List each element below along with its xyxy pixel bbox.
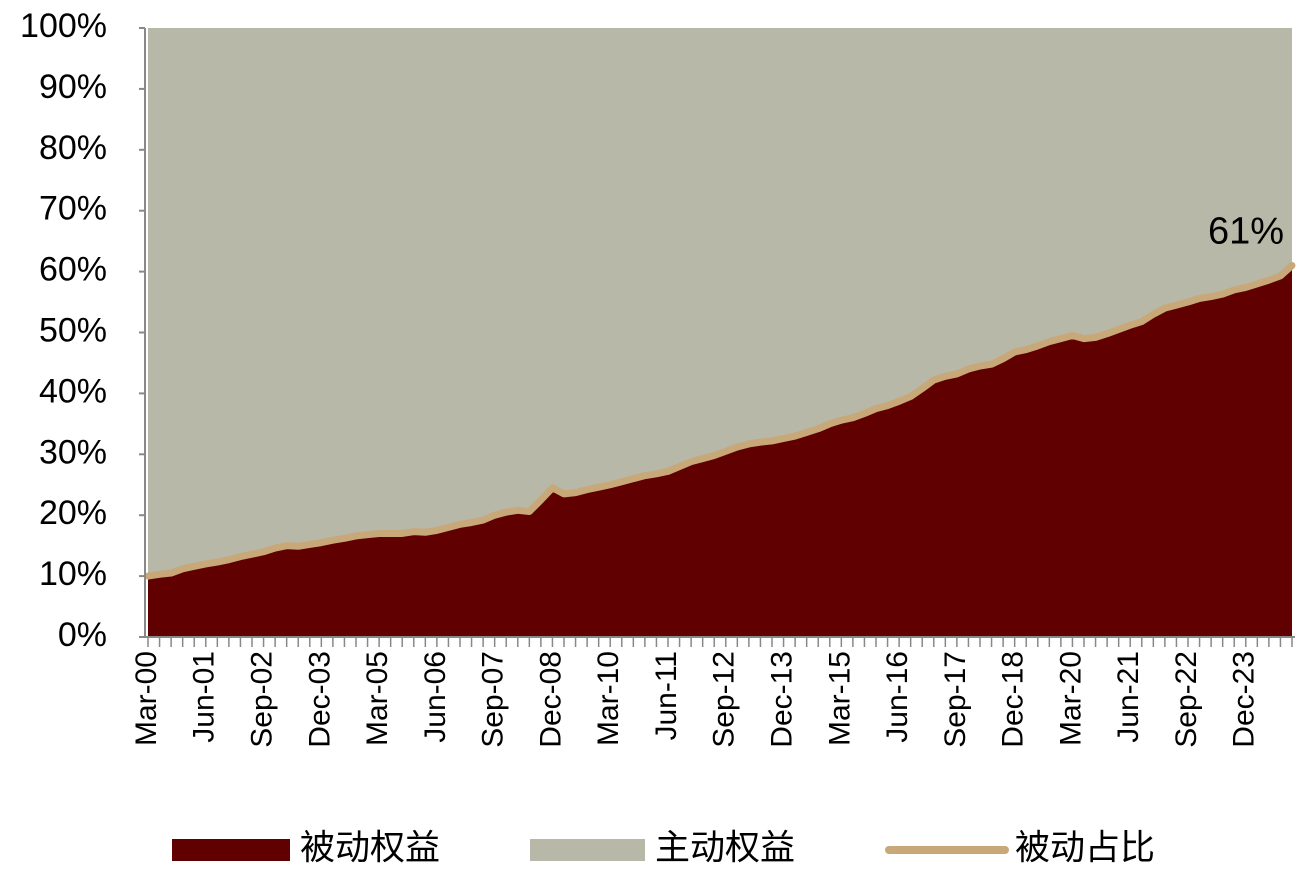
y-tick-label: 90% (39, 68, 107, 106)
y-tick-label: 50% (39, 311, 107, 349)
x-tick-label: Mar-15 (823, 651, 856, 746)
y-tick-label: 0% (58, 616, 107, 654)
y-tick-label: 10% (39, 555, 107, 593)
x-tick-label: Jun-16 (881, 651, 914, 743)
x-tick-label: Dec-08 (534, 651, 567, 748)
x-tick-label: Mar-00 (130, 651, 163, 746)
y-tick-label: 60% (39, 251, 107, 289)
x-tick-label: Dec-18 (997, 651, 1030, 748)
x-tick-label: Mar-05 (361, 651, 394, 746)
y-tick-label: 80% (39, 129, 107, 167)
legend-swatch (172, 839, 290, 861)
y-tick-label: 40% (39, 372, 107, 410)
x-tick-label: Jun-01 (188, 651, 221, 743)
x-tick-label: Dec-13 (765, 651, 798, 748)
y-tick-label: 30% (39, 433, 107, 471)
y-tick-label: 70% (39, 190, 107, 228)
legend-label: 被动占比 (1015, 828, 1155, 867)
annotation: 61% (1208, 211, 1284, 253)
x-tick-label: Jun-11 (650, 651, 683, 741)
x-tick-label: Dec-03 (303, 651, 336, 748)
y-tick-label: 20% (39, 494, 107, 532)
x-tick-label: Jun-06 (419, 651, 452, 743)
x-tick-label: Sep-02 (245, 651, 278, 748)
x-tick-label: Sep-07 (477, 651, 510, 748)
y-tick-label: 100% (20, 7, 107, 45)
x-tick-label: Sep-17 (939, 651, 972, 748)
legend-label: 主动权益 (655, 828, 795, 867)
x-tick-label: Sep-22 (1170, 651, 1203, 748)
x-tick-label: Jun-21 (1112, 651, 1145, 743)
line (144, 262, 1296, 580)
x-tick-label: Mar-20 (1054, 651, 1087, 746)
x-tick-label: Dec-23 (1228, 651, 1261, 748)
x-tick-label: Mar-10 (592, 651, 625, 746)
x-tick-label: Sep-12 (708, 651, 741, 748)
area (148, 28, 1292, 577)
legend-label: 被动权益 (300, 828, 440, 867)
legend-swatch (530, 839, 645, 861)
